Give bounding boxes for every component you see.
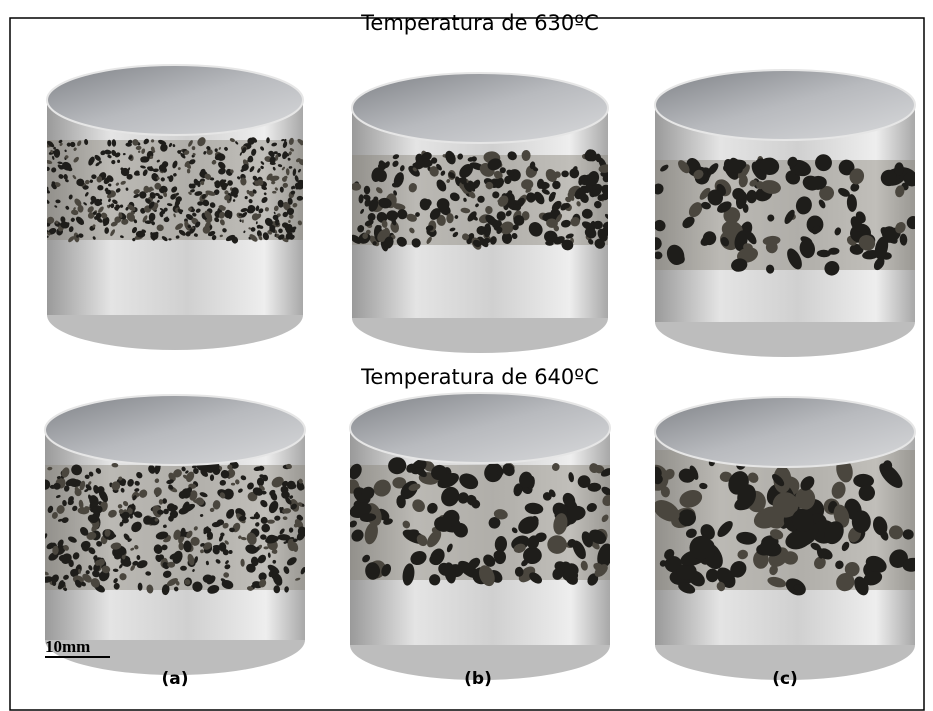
cylinder-top [655, 70, 915, 140]
cylinder-top [352, 73, 608, 143]
pore [497, 211, 506, 221]
pore [180, 566, 187, 571]
panel-label: (c) [772, 669, 798, 689]
pore [136, 173, 140, 175]
pore [272, 191, 276, 194]
pore [54, 149, 60, 158]
sample [642, 397, 922, 680]
cylinder-top [47, 65, 303, 135]
pore [143, 516, 151, 525]
figure: Temperatura de 630ºC Temperatura de 640º… [0, 0, 933, 711]
panel-label: (a) [161, 669, 188, 689]
panel-label: (b) [464, 669, 492, 689]
pore [167, 562, 175, 568]
row-title: Temperatura de 640ºC [360, 365, 599, 389]
sample [40, 395, 308, 675]
sample [349, 73, 614, 353]
pore [852, 510, 871, 533]
row-title: Temperatura de 630ºC [360, 11, 599, 35]
scale-bar-label: 10mm [45, 637, 90, 656]
sample [648, 70, 922, 357]
cylinder-top [45, 395, 305, 465]
cylinder-top [350, 393, 610, 463]
sample [344, 393, 615, 680]
pore [230, 509, 234, 513]
pore [883, 460, 892, 470]
sample [44, 65, 307, 350]
pore [97, 185, 103, 190]
pore [561, 170, 569, 177]
cylinder-top [655, 397, 915, 467]
